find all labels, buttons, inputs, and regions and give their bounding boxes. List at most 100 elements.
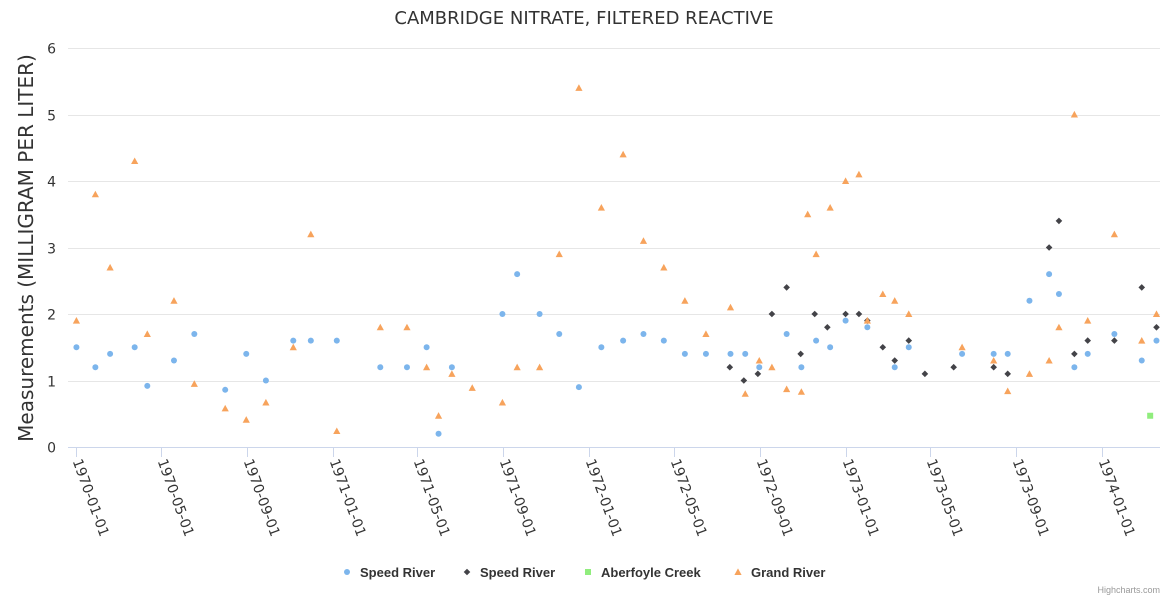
data-point[interactable] — [555, 250, 563, 258]
data-point[interactable] — [575, 384, 582, 391]
data-point[interactable] — [377, 364, 384, 371]
data-point[interactable] — [783, 284, 790, 291]
data-point[interactable] — [190, 380, 198, 387]
data-point[interactable] — [289, 343, 297, 351]
data-point[interactable] — [842, 310, 849, 318]
data-point[interactable] — [556, 330, 563, 337]
legend-item[interactable]: Grand River — [734, 565, 825, 580]
data-point[interactable] — [1138, 357, 1145, 364]
data-point[interactable] — [403, 323, 411, 331]
legend-item[interactable]: Aberfoyle Creek — [585, 565, 701, 580]
data-point[interactable] — [1055, 291, 1062, 298]
data-point[interactable] — [620, 337, 627, 344]
legend-item[interactable]: Speed River — [344, 565, 435, 580]
data-point[interactable] — [726, 303, 735, 311]
data-point[interactable] — [91, 190, 99, 198]
data-point[interactable] — [905, 344, 912, 351]
data-point[interactable] — [804, 210, 812, 218]
data-point[interactable] — [1004, 387, 1012, 395]
data-point[interactable] — [448, 370, 456, 377]
data-point[interactable] — [1026, 297, 1033, 304]
data-point[interactable] — [170, 297, 178, 304]
data-point[interactable] — [597, 204, 605, 211]
legend-symbol[interactable] — [463, 568, 471, 576]
data-point[interactable] — [855, 170, 863, 178]
data-point[interactable] — [144, 382, 151, 389]
data-point[interactable] — [498, 398, 507, 406]
data-point[interactable] — [660, 263, 668, 271]
data-point[interactable] — [434, 412, 443, 419]
data-point[interactable] — [222, 386, 229, 393]
data-point[interactable] — [842, 317, 849, 324]
data-point[interactable] — [536, 311, 543, 317]
data-point[interactable] — [702, 330, 710, 337]
data-point[interactable] — [891, 364, 898, 371]
data-point[interactable] — [73, 344, 80, 351]
data-point[interactable] — [333, 337, 340, 344]
data-point[interactable] — [170, 357, 177, 364]
data-point[interactable] — [727, 350, 734, 357]
data-point[interactable] — [1055, 217, 1063, 225]
data-point[interactable] — [499, 311, 506, 317]
data-point[interactable] — [921, 370, 929, 378]
data-point[interactable] — [958, 343, 966, 351]
data-point[interactable] — [307, 337, 314, 344]
data-point[interactable] — [1084, 350, 1091, 357]
data-point[interactable] — [841, 177, 850, 184]
data-point[interactable] — [797, 350, 804, 358]
data-point[interactable] — [811, 310, 819, 318]
data-point[interactable] — [221, 404, 229, 412]
data-point[interactable] — [1046, 271, 1053, 278]
data-point[interactable] — [640, 330, 647, 337]
data-point[interactable] — [72, 317, 81, 324]
data-point[interactable] — [143, 330, 151, 337]
data-point[interactable] — [513, 363, 521, 371]
data-point[interactable] — [740, 377, 748, 384]
data-point[interactable] — [1004, 350, 1011, 357]
data-point[interactable] — [824, 324, 831, 331]
data-point[interactable] — [106, 263, 114, 271]
legend-item[interactable]: Speed River — [463, 565, 555, 580]
data-point[interactable] — [1025, 370, 1034, 377]
data-point[interactable] — [242, 416, 250, 423]
data-point[interactable] — [468, 384, 476, 391]
data-point[interactable] — [798, 364, 805, 371]
data-point[interactable] — [1111, 330, 1118, 337]
data-point[interactable] — [435, 430, 442, 437]
data-point[interactable] — [726, 363, 734, 371]
data-point[interactable] — [243, 350, 250, 357]
data-point[interactable] — [891, 297, 899, 304]
data-point[interactable] — [1138, 284, 1146, 291]
legend-symbol[interactable] — [344, 569, 350, 575]
data-point[interactable] — [768, 310, 776, 318]
data-point[interactable] — [262, 398, 270, 406]
data-point[interactable] — [681, 350, 688, 357]
data-point[interactable] — [1147, 412, 1154, 419]
data-point[interactable] — [131, 344, 138, 351]
data-point[interactable] — [598, 344, 605, 351]
data-point[interactable] — [891, 357, 899, 364]
data-point[interactable] — [783, 330, 790, 337]
data-point[interactable] — [755, 356, 763, 364]
credits[interactable]: Highcharts.com — [1097, 585, 1160, 595]
data-point[interactable] — [990, 350, 997, 357]
data-point[interactable] — [262, 377, 269, 384]
data-point[interactable] — [741, 390, 749, 397]
data-point[interactable] — [1153, 337, 1160, 344]
data-point[interactable] — [536, 363, 544, 371]
data-point[interactable] — [905, 337, 913, 344]
data-point[interactable] — [990, 363, 997, 371]
data-point[interactable] — [702, 350, 709, 357]
data-point[interactable] — [514, 271, 521, 278]
data-point[interactable] — [905, 310, 913, 317]
data-point[interactable] — [950, 363, 957, 371]
data-point[interactable] — [307, 230, 315, 238]
data-point[interactable] — [783, 385, 791, 393]
data-point[interactable] — [131, 157, 139, 165]
data-point[interactable] — [403, 364, 410, 371]
data-point[interactable] — [1084, 317, 1092, 324]
data-point[interactable] — [959, 350, 966, 357]
data-point[interactable] — [756, 364, 763, 371]
data-point[interactable] — [191, 330, 198, 337]
data-point[interactable] — [864, 324, 871, 331]
